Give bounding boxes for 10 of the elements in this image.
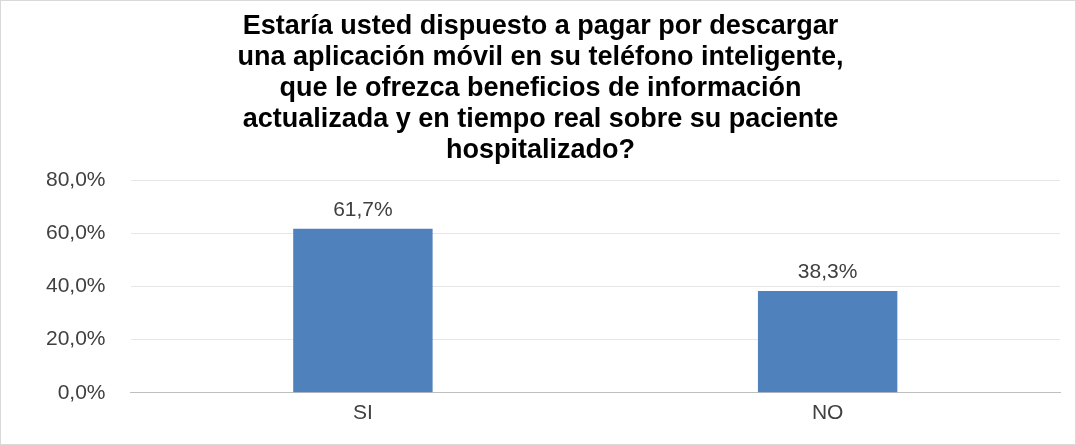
chart-title: Estaría usted dispuesto a pagar por descargar una aplicación móvil en su teléfono inteligente, que le ofrezca beneficios de información actualizada y en tiempo real sobre su paciente hospitalizado?	[237, 9, 844, 165]
y-tick-label: 80,0%	[46, 167, 106, 191]
y-tick-label: 20,0%	[46, 326, 106, 350]
data-label: 61,7%	[333, 197, 393, 221]
x-tick-label: NO	[811, 400, 844, 424]
y-tick-label: 40,0%	[46, 273, 106, 297]
x-tick-label: SI	[352, 400, 373, 424]
y-tick-label: 0,0%	[57, 379, 106, 403]
data-label: 38,3%	[797, 259, 858, 283]
y-tick-label: 60,0%	[46, 220, 106, 244]
